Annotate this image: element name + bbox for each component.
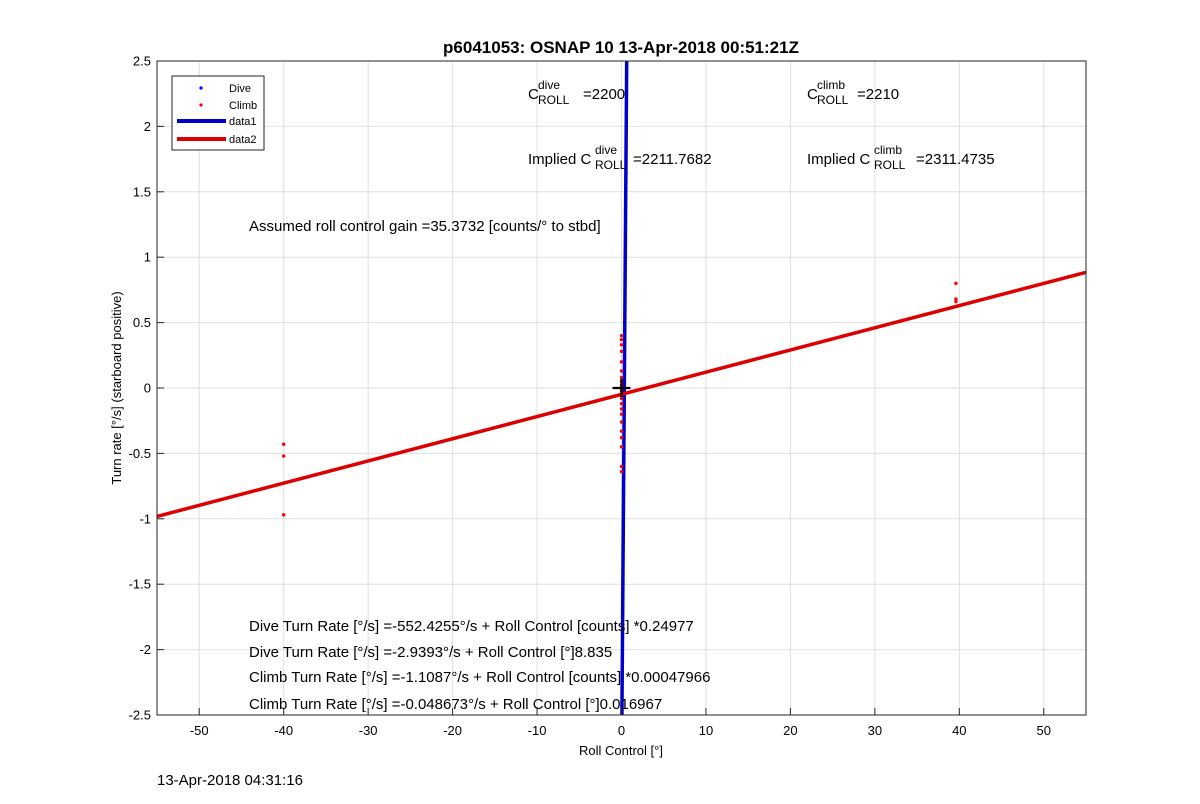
data-point-climb	[619, 445, 624, 449]
x-tick-label: -50	[190, 723, 209, 738]
c-climb-value: =2210	[857, 86, 899, 103]
y-tick-label: -2.5	[129, 708, 151, 723]
implied-climb-sup: climb	[874, 143, 902, 157]
y-axis-label: Turn rate [°/s] (starboard positive)	[109, 291, 124, 484]
x-tick-label: -40	[274, 723, 293, 738]
legend-dive-marker	[199, 86, 203, 90]
legend: Dive Climb data1 data2	[171, 75, 265, 151]
y-tick-label: 1	[144, 250, 151, 265]
implied-dive-value: =2211.7682	[633, 151, 712, 168]
data-point-climb	[619, 401, 624, 406]
data-point-climb	[281, 454, 286, 458]
c-dive-sub: ROLL	[538, 93, 570, 107]
data-point-climb	[954, 297, 958, 301]
data-point-climb	[619, 333, 624, 338]
x-tick-label: -30	[359, 723, 378, 738]
y-tick-label: 2.5	[133, 54, 151, 69]
data-point-climb	[619, 343, 624, 347]
data-point-climb	[619, 464, 624, 469]
data-point-climb	[619, 396, 624, 401]
y-tick-label: -2	[139, 642, 151, 657]
fit-equations: Dive Turn Rate [°/s] =-552.4255°/s + Rol…	[249, 618, 710, 713]
x-tick-label: -20	[443, 723, 462, 738]
c-climb-base: C	[807, 86, 818, 103]
x-tick-label: 40	[952, 723, 966, 738]
legend-data1-label: data1	[229, 116, 257, 128]
c-dive-sup: dive	[538, 78, 560, 92]
implied-climb-prefix: Implied C	[807, 151, 871, 168]
c-climb-sup: climb	[817, 78, 845, 92]
implied-dive-prefix: Implied C	[528, 151, 592, 168]
data-point-climb	[619, 337, 624, 342]
roll-gain-annotation: Assumed roll control gain =35.3732 [coun…	[249, 218, 601, 235]
data-point-climb	[619, 369, 624, 373]
implied-dive-annotation: Implied C dive ROLL =2211.7682	[528, 143, 712, 172]
legend-climb-label: Climb	[229, 100, 257, 112]
y-tick-label: 2	[144, 119, 151, 134]
data-point-climb	[619, 470, 624, 474]
c-dive-base: C	[528, 86, 539, 103]
data-point-climb	[619, 360, 624, 364]
y-tick-label: -1	[139, 511, 151, 526]
implied-climb-annotation: Implied C climb ROLL =2311.4735	[807, 143, 995, 172]
data-point-climb	[619, 407, 624, 411]
y-tick-label: -1.5	[129, 577, 151, 592]
data-point-climb	[954, 281, 958, 286]
data-point-climb	[619, 349, 624, 354]
x-tick-label: 20	[783, 723, 797, 738]
data-point-climb	[619, 429, 624, 433]
dive-fit-counts: Dive Turn Rate [°/s] =-552.4255°/s + Rol…	[249, 618, 694, 635]
data-point-climb	[281, 442, 286, 446]
c-dive-value: =2200	[583, 86, 625, 103]
data-point-climb	[619, 375, 624, 380]
implied-climb-sub: ROLL	[874, 158, 906, 172]
climb-fit-degrees: Climb Turn Rate [°/s] =-0.048673°/s + Ro…	[249, 696, 662, 713]
c-climb-sub: ROLL	[817, 93, 849, 107]
x-tick-label: 10	[699, 723, 713, 738]
data-point-climb	[954, 299, 958, 304]
data-point-climb	[619, 412, 624, 416]
implied-climb-value: =2311.4735	[916, 151, 995, 168]
x-tick-label: 0	[618, 723, 625, 738]
c-roll-dive-annotation: C dive ROLL =2200	[528, 78, 625, 107]
x-tick-label: -10	[528, 723, 547, 738]
data-point-climb	[619, 436, 624, 440]
generation-timestamp: 13-Apr-2018 04:31:16	[157, 772, 303, 789]
legend-dive-label: Dive	[229, 83, 251, 95]
y-tick-label: -0.5	[129, 446, 151, 461]
y-tick-label: 0.5	[133, 315, 151, 330]
x-tick-label: 50	[1037, 723, 1051, 738]
data-marks	[157, 61, 1086, 715]
legend-data2-label: data2	[229, 134, 257, 146]
data-point-climb	[281, 513, 286, 517]
c-roll-climb-annotation: C climb ROLL =2210	[807, 78, 899, 107]
climb-fit-counts: Climb Turn Rate [°/s] =-1.1087°/s + Roll…	[249, 669, 710, 686]
y-tick-label: 1.5	[133, 184, 151, 199]
x-axis-label: Roll Control [°]	[579, 743, 663, 758]
chart-title: p6041053: OSNAP 10 13-Apr-2018 00:51:21Z	[443, 38, 799, 57]
axis-ticks: -50 -40 -30 -20 -10 0 10 20 30 40 50-2.5-2-1.5-1-0…	[129, 54, 1051, 739]
y-tick-label: 0	[144, 381, 151, 396]
implied-dive-sub: ROLL	[595, 158, 627, 172]
data-point-climb	[619, 420, 624, 424]
legend-climb-marker	[199, 103, 203, 107]
x-tick-label: 30	[868, 723, 882, 738]
implied-dive-sup: dive	[595, 143, 617, 157]
dive-fit-degrees: Dive Turn Rate [°/s] =-2.9393°/s + Roll …	[249, 644, 612, 661]
